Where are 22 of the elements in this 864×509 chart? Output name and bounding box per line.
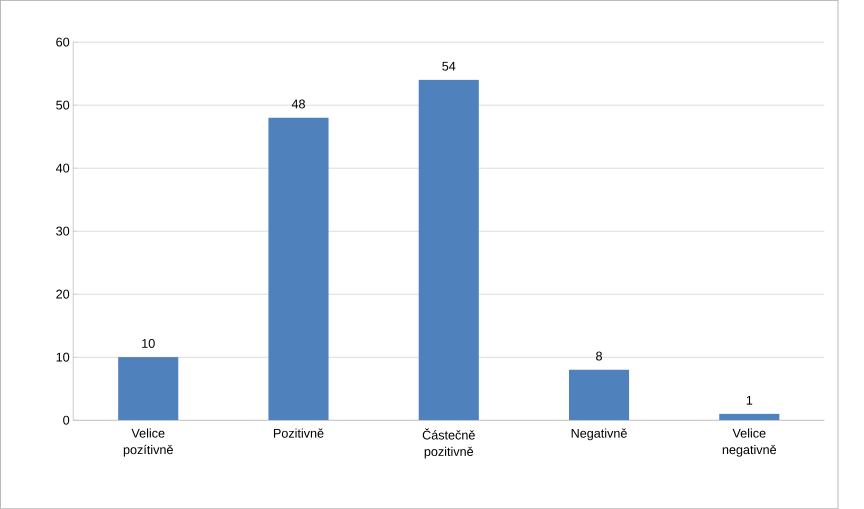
bar [568, 370, 630, 420]
data-label: 8 [596, 352, 602, 361]
x-tick-label: Velice negativně [722, 428, 776, 457]
data-label: 48 [292, 100, 305, 109]
bar [268, 118, 329, 420]
data-label: 54 [442, 62, 456, 71]
y-tick-label: 40 [56, 164, 70, 173]
bar [118, 357, 178, 420]
y-tick-label: 60 [56, 38, 70, 47]
y-tick-label: 30 [56, 226, 70, 236]
y-tick-label: 20 [56, 290, 70, 299]
data-label: 10 [142, 339, 155, 348]
y-tick-label: 0 [63, 416, 70, 425]
x-tick-label: Negativně [572, 428, 627, 440]
x-tick-label: Velice pozítivně [124, 428, 173, 457]
x-tick-label: Částečně pozitivně [422, 428, 475, 459]
y-tick-label: 10 [56, 352, 70, 362]
y-tick-label: 50 [56, 100, 70, 110]
bar [418, 80, 479, 420]
data-label: 1 [746, 396, 752, 405]
bar [719, 414, 780, 420]
x-tick-label: Pozitivně [274, 428, 324, 438]
